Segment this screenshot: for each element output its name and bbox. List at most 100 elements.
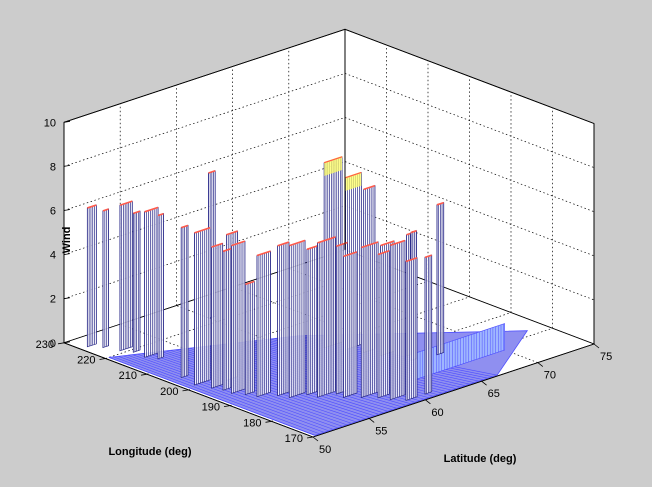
spike-top-edge xyxy=(208,170,216,174)
axis-line xyxy=(63,28,346,123)
x-tick-label: 210 xyxy=(119,370,137,382)
surface-mesh-line xyxy=(122,355,329,432)
z-tick-mark xyxy=(63,120,71,123)
axis-line xyxy=(344,28,595,124)
surface-spike xyxy=(389,239,406,401)
surface-spike xyxy=(277,241,290,397)
surface-spike xyxy=(132,210,141,353)
surface-spike xyxy=(343,251,358,398)
y-tick-mark xyxy=(312,436,319,442)
z-tick-label: 8 xyxy=(50,161,56,173)
x-tick-mark xyxy=(306,436,314,439)
y-tick-label: 70 xyxy=(544,370,556,382)
y-tick-label: 75 xyxy=(600,351,612,363)
z-tick-label: 2 xyxy=(50,294,56,306)
surface-spike xyxy=(211,242,224,389)
x-tick-mark xyxy=(182,389,189,392)
axis-lines xyxy=(57,28,600,442)
x-tick-mark xyxy=(99,358,106,360)
y-tick-label: 50 xyxy=(319,444,331,456)
surface-spike xyxy=(436,201,445,356)
spike-top-edge xyxy=(363,184,376,191)
spike-top-edge xyxy=(87,204,97,209)
surface-mesh-line xyxy=(108,357,316,436)
spike-top-edge xyxy=(119,200,133,207)
surface-spike xyxy=(306,244,319,396)
surface-spike xyxy=(256,250,271,398)
spike-top-edge xyxy=(194,226,211,234)
z-tick-label: 4 xyxy=(50,250,56,262)
surface-spike xyxy=(424,254,433,395)
spike-top-edge xyxy=(157,212,164,217)
spike-top-edge xyxy=(180,224,189,229)
spike-top-edge xyxy=(436,201,444,206)
x-tick-label: 180 xyxy=(243,417,261,429)
spike-top-edge xyxy=(410,229,417,234)
y-tick-label: 65 xyxy=(488,388,500,400)
y-tick-mark xyxy=(537,362,544,367)
spike-top-edge xyxy=(277,241,290,247)
x-axis-title: Longitude (deg) xyxy=(108,446,191,458)
z-tick-mark xyxy=(63,341,71,344)
spike-top-edge xyxy=(306,244,319,251)
surface-spike xyxy=(157,212,164,360)
spike-face xyxy=(360,241,379,398)
surface-mesh-line xyxy=(113,356,320,435)
surface-spike xyxy=(377,250,390,399)
surface-spike xyxy=(317,236,336,398)
spike-top-edge xyxy=(133,210,141,215)
spike-top-edge xyxy=(256,250,271,257)
spike-face xyxy=(86,204,97,348)
z-axis-title: Wind xyxy=(61,227,73,254)
surface-spike xyxy=(405,256,418,401)
x-tick-mark xyxy=(223,405,231,407)
z-tick-mark xyxy=(63,209,71,211)
y-tick-mark xyxy=(368,418,375,423)
spike-peak-edge xyxy=(323,156,343,164)
spike-top-edge xyxy=(336,241,348,248)
x-tick-mark xyxy=(57,342,65,345)
x-tick-label: 170 xyxy=(285,433,303,445)
x-tick-label: 220 xyxy=(77,355,95,367)
z-tick-mark xyxy=(63,253,71,255)
y-tick-mark xyxy=(481,380,487,386)
surface-spike xyxy=(102,208,109,349)
y-tick-label: 60 xyxy=(431,407,443,419)
spike-face xyxy=(102,208,109,349)
y-tick-mark xyxy=(593,343,600,349)
z-tick-mark xyxy=(63,297,71,300)
spike-top-edge xyxy=(424,254,432,259)
x-tick-mark xyxy=(140,373,148,376)
surface-spike xyxy=(194,226,211,386)
spike-top-edge xyxy=(231,240,246,247)
x-tick-label: 230 xyxy=(36,339,54,351)
spike-top-edge xyxy=(144,206,159,213)
surface-spike xyxy=(119,200,133,352)
spike-peak-edge xyxy=(345,171,362,179)
y-tick-label: 55 xyxy=(375,425,387,437)
surface-spike xyxy=(360,241,379,398)
surface-spike xyxy=(244,280,255,396)
surface-spikes xyxy=(86,156,445,401)
axis-line xyxy=(312,343,595,438)
surface-spike xyxy=(288,239,306,399)
z-tick-mark xyxy=(63,165,71,167)
surface-spike xyxy=(180,224,189,379)
spike-top-edge xyxy=(226,230,238,236)
surface-mesh-line xyxy=(127,354,334,430)
spike-top-edge xyxy=(289,239,306,247)
y-tick-mark xyxy=(425,399,431,405)
spike-face xyxy=(222,247,233,391)
z-tick-label: 6 xyxy=(50,206,56,218)
y-axis-title: Latitude (deg) xyxy=(444,453,517,465)
surface-spike xyxy=(86,204,97,348)
spike-top-edge xyxy=(343,251,358,258)
x-tick-mark xyxy=(265,420,272,423)
surface-spike xyxy=(231,240,246,394)
spike-top-edge xyxy=(102,208,109,212)
spike-top-edge xyxy=(390,239,406,247)
x-tick-label: 190 xyxy=(202,402,220,414)
spike-top-edge xyxy=(222,247,233,253)
spike-top-edge xyxy=(380,240,395,247)
